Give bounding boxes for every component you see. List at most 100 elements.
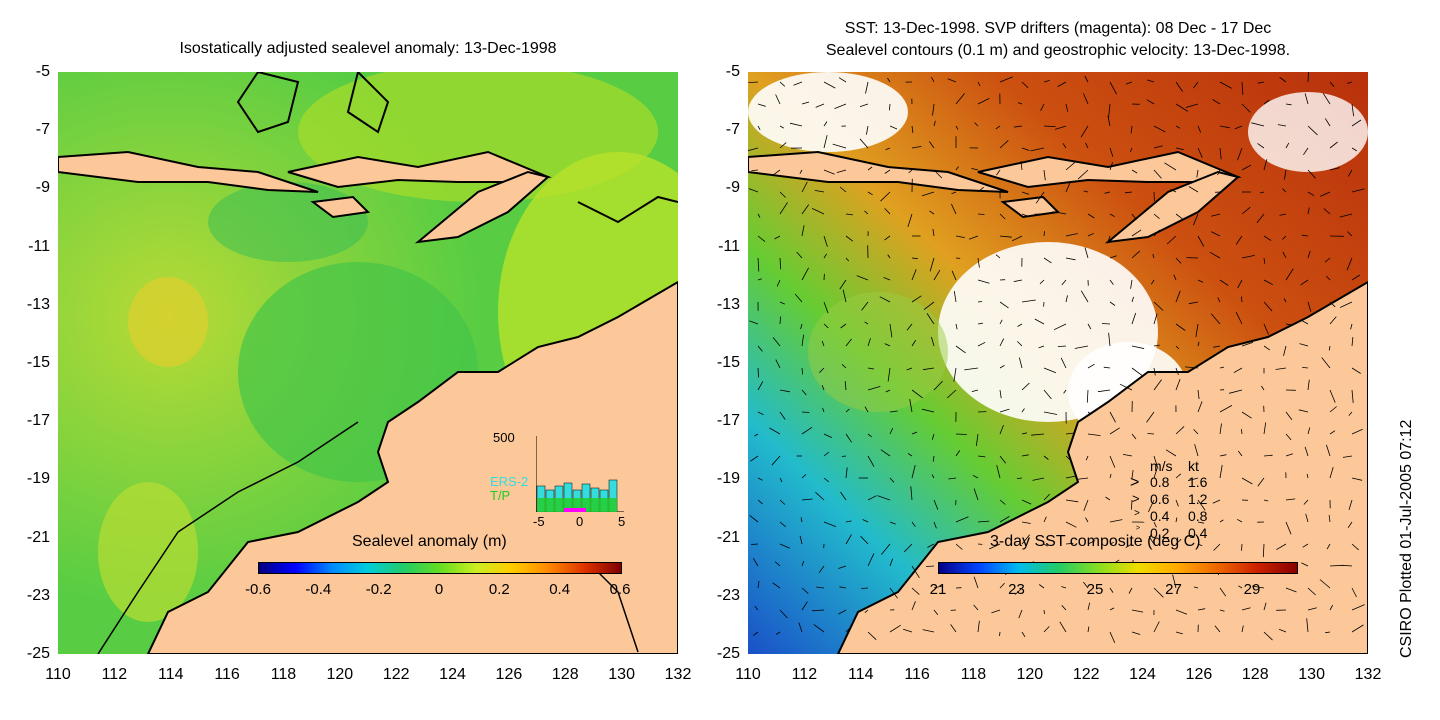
x-tick-label: 128 bbox=[551, 666, 579, 683]
velocity-vector bbox=[1043, 411, 1058, 415]
velocity-vector bbox=[1083, 93, 1089, 105]
velocity-vector bbox=[1241, 625, 1244, 633]
velocity-vector bbox=[1188, 301, 1199, 305]
velocity-vector bbox=[1021, 499, 1032, 505]
velocity-vector bbox=[951, 191, 957, 195]
velocity-vector bbox=[1348, 499, 1353, 511]
y-tick-label: -13 bbox=[26, 295, 50, 313]
velocity-vector bbox=[1187, 477, 1199, 482]
x-tick-label: 112 bbox=[101, 666, 128, 683]
velocity-vector bbox=[999, 213, 1006, 220]
velocity-vector bbox=[1131, 250, 1141, 259]
colorbar-tick-label: 0.4 bbox=[549, 581, 571, 598]
colorbar-tick-label: 0.2 bbox=[488, 581, 510, 598]
velocity-vector bbox=[801, 426, 813, 435]
velocity-vector bbox=[1125, 543, 1133, 548]
x-tick-label: 116 bbox=[214, 666, 240, 683]
velocity-vector bbox=[1304, 93, 1309, 105]
velocity-vector bbox=[779, 499, 786, 505]
velocity-vector bbox=[999, 455, 1007, 464]
velocity-vector bbox=[1054, 125, 1067, 130]
velocity-vector bbox=[999, 140, 1009, 149]
x-tick-label: 120 bbox=[326, 666, 354, 683]
velocity-vector bbox=[1237, 450, 1243, 457]
velocity-vector bbox=[1219, 405, 1233, 413]
velocity-vector bbox=[1185, 103, 1199, 108]
velocity-vector bbox=[1229, 389, 1243, 394]
velocity-vector bbox=[995, 254, 1001, 259]
velocity-vector bbox=[1103, 366, 1111, 369]
y-tick-label: -11 bbox=[28, 237, 50, 255]
velocity-vector bbox=[1195, 323, 1199, 338]
velocity-vector bbox=[921, 191, 935, 197]
velocity-vector bbox=[1329, 167, 1340, 171]
velocity-vector bbox=[1348, 411, 1353, 416]
velocity-vector bbox=[840, 491, 847, 501]
velocity-vector bbox=[1184, 366, 1199, 369]
velocity-vector bbox=[801, 101, 810, 105]
velocity-vector bbox=[1060, 357, 1067, 369]
velocity-vector bbox=[1101, 323, 1111, 325]
velocity-vector bbox=[1351, 604, 1365, 611]
velocity-vector bbox=[933, 521, 937, 529]
velocity-vector bbox=[1164, 162, 1177, 171]
left-map-panel bbox=[58, 72, 678, 654]
velocity-vector bbox=[1263, 159, 1268, 171]
velocity-vector bbox=[907, 213, 913, 228]
velocity-vector bbox=[1131, 312, 1137, 325]
y-tick-label: -21 bbox=[26, 528, 50, 546]
velocity-vector bbox=[1263, 345, 1271, 351]
velocity-vector bbox=[1043, 455, 1049, 460]
velocity-vector bbox=[757, 345, 763, 352]
velocity-vector bbox=[973, 576, 979, 589]
y-tick-label: -25 bbox=[716, 645, 740, 662]
velocity-vector bbox=[1197, 543, 1203, 547]
velocity-vector bbox=[1085, 517, 1089, 523]
speed-legend-ms: 0.8 bbox=[1150, 474, 1170, 490]
velocity-vector bbox=[947, 78, 957, 83]
velocity-vector bbox=[823, 451, 830, 457]
velocity-vector bbox=[1329, 141, 1338, 149]
velocity-vector bbox=[839, 186, 847, 193]
velocity-vector bbox=[1328, 345, 1331, 351]
velocity-vector bbox=[911, 146, 922, 149]
velocity-vector bbox=[932, 455, 935, 462]
velocity-vector bbox=[1131, 229, 1142, 237]
x-tick-label: 130 bbox=[1298, 666, 1325, 683]
velocity-vector bbox=[911, 565, 920, 579]
velocity-vector bbox=[1034, 318, 1045, 325]
velocity-vector bbox=[1059, 621, 1067, 633]
velocity-vector bbox=[1109, 81, 1117, 95]
velocity-vector bbox=[1342, 564, 1353, 567]
velocity-vector bbox=[801, 474, 807, 479]
velocity-vector bbox=[779, 521, 786, 528]
velocity-vector bbox=[996, 465, 1001, 479]
velocity-vector bbox=[779, 477, 783, 483]
velocity-vector bbox=[801, 367, 803, 375]
velocity-vector bbox=[800, 323, 803, 330]
velocity-vector bbox=[889, 410, 898, 413]
velocity-vector bbox=[1351, 103, 1354, 117]
speed-legend-header-kt: kt bbox=[1188, 458, 1199, 474]
velocity-vector bbox=[1017, 102, 1023, 105]
velocity-vector bbox=[971, 168, 979, 171]
velocity-vector bbox=[1146, 79, 1155, 83]
y-tick-label: -17 bbox=[716, 412, 740, 430]
velocity-vector bbox=[911, 295, 922, 303]
velocity-vector bbox=[1194, 444, 1199, 457]
velocity-vector bbox=[1130, 125, 1133, 134]
velocity-vector bbox=[1307, 207, 1310, 215]
velocity-vector bbox=[1175, 499, 1179, 507]
velocity-vector bbox=[1074, 345, 1089, 349]
velocity-vector bbox=[1153, 301, 1164, 311]
velocity-vector bbox=[1153, 229, 1160, 237]
velocity-vector bbox=[1298, 409, 1309, 413]
colorbar-tick-label: 25 bbox=[1086, 581, 1104, 598]
velocity-vector bbox=[1351, 147, 1358, 152]
velocity-vector bbox=[1278, 628, 1287, 633]
velocity-vector bbox=[1212, 499, 1221, 504]
velocity-vector bbox=[751, 543, 759, 545]
velocity-vector bbox=[1083, 190, 1089, 193]
speed-legend-kt: 0.8 bbox=[1188, 508, 1208, 524]
velocity-vector bbox=[1241, 103, 1251, 113]
